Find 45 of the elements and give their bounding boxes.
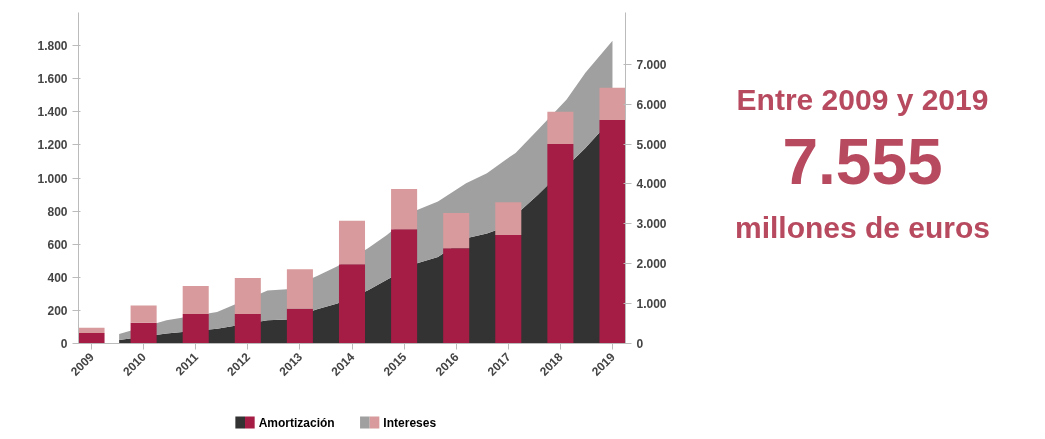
bar — [130, 322, 157, 344]
bar — [391, 189, 418, 230]
bar — [78, 327, 105, 334]
bar — [599, 87, 626, 120]
bar — [234, 277, 261, 314]
y-tick-label: 200 — [47, 303, 68, 318]
y-tick-label: 1.600 — [37, 72, 68, 87]
text: Entre 2009 y 2019 — [736, 83, 989, 116]
y2-tick-label: 2.000 — [636, 257, 667, 272]
bar — [443, 248, 470, 344]
bar — [495, 234, 522, 344]
y-tick-label: 1.800 — [37, 39, 68, 54]
y-tick-label: 0 — [60, 337, 68, 351]
bar — [443, 213, 470, 249]
y2-tick-label: 5.000 — [636, 137, 667, 152]
bar — [547, 143, 574, 344]
y2-tick-label: 7.000 — [636, 57, 667, 72]
bar — [130, 305, 157, 323]
text: 7.555 — [782, 126, 943, 198]
legend-label: Amortización — [258, 415, 335, 430]
bar — [495, 202, 522, 235]
y-tick-label: 1.400 — [37, 105, 68, 120]
y2-tick-label: 4.000 — [636, 177, 667, 192]
y-tick-label: 800 — [47, 204, 68, 219]
bar — [286, 269, 313, 309]
bar — [286, 308, 313, 344]
bar — [391, 229, 418, 344]
y2-tick-label: 1.000 — [636, 297, 667, 312]
y2-tick-label: 3.000 — [636, 217, 667, 232]
bar — [338, 220, 366, 265]
legend-label: Intereses — [383, 415, 437, 430]
bar — [78, 333, 105, 344]
bar — [338, 264, 366, 344]
text: millones de euros — [734, 211, 991, 244]
bar — [547, 111, 574, 144]
y2-tick-label: 0 — [636, 337, 644, 351]
y-tick-label: 400 — [47, 270, 68, 285]
y2-tick-label: 6.000 — [636, 97, 667, 112]
y-tick-label: 600 — [47, 237, 68, 252]
bar — [182, 286, 209, 314]
y-tick-label: 1.200 — [37, 138, 68, 153]
bar — [182, 313, 209, 344]
y-tick-label: 1.000 — [37, 171, 68, 186]
bar — [234, 313, 261, 344]
bar — [599, 119, 626, 344]
